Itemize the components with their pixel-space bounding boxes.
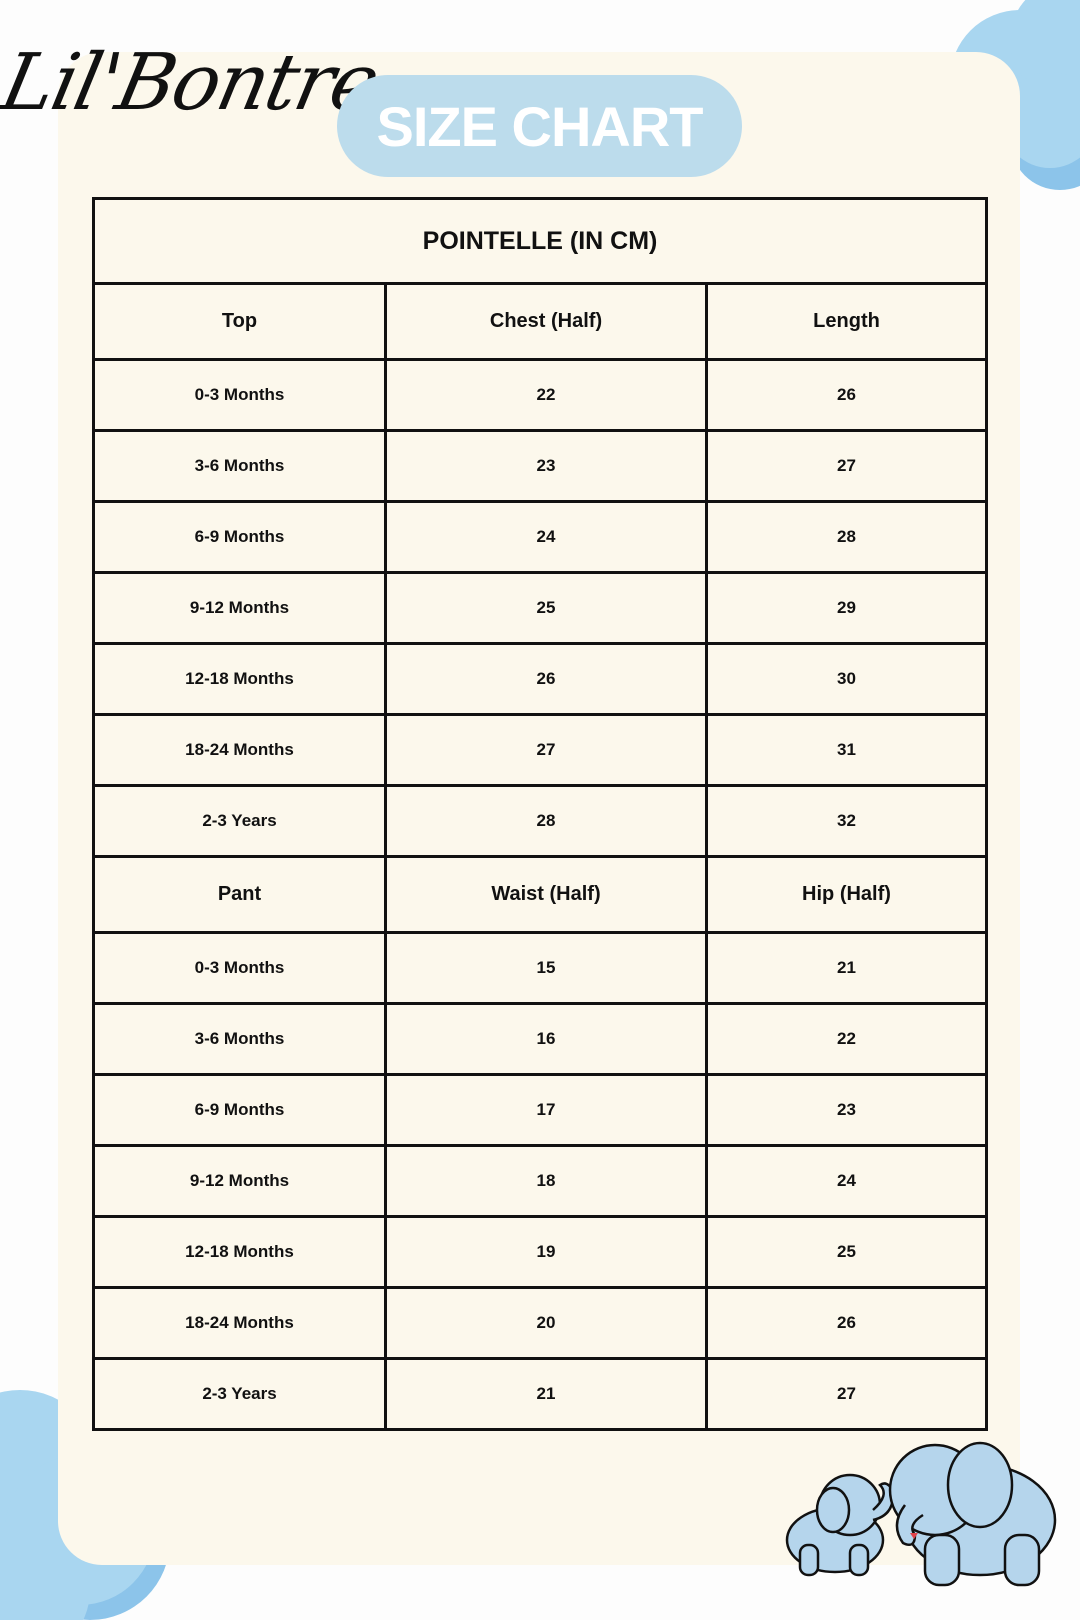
measurement-cell: 19 <box>384 1215 708 1289</box>
measurement-cell: 26 <box>705 358 988 432</box>
size-table: POINTELLE (IN CM) Top Chest (Half) Length 0… <box>92 197 988 1431</box>
column-header: Chest (Half) <box>384 282 708 361</box>
size-cell: 3-6 Months <box>92 429 387 503</box>
table-row: 2-3 Years 28 32 <box>92 784 988 858</box>
measurement-cell: 23 <box>705 1073 988 1147</box>
table-row: 2-3 Years 21 27 <box>92 1357 988 1431</box>
table-row: 9-12 Months 25 29 <box>92 571 988 645</box>
measurement-cell: 27 <box>705 429 988 503</box>
table-row: 9-12 Months 18 24 <box>92 1144 988 1218</box>
size-cell: 6-9 Months <box>92 500 387 574</box>
table-header-row: Top Chest (Half) Length <box>92 282 988 361</box>
size-cell: 2-3 Years <box>92 784 387 858</box>
size-cell: 12-18 Months <box>92 1215 387 1289</box>
measurement-cell: 21 <box>384 1357 708 1431</box>
measurement-cell: 27 <box>705 1357 988 1431</box>
measurement-cell: 32 <box>705 784 988 858</box>
column-header: Hip (Half) <box>705 855 988 934</box>
size-cell: 12-18 Months <box>92 642 387 716</box>
table-row: 3-6 Months 23 27 <box>92 429 988 503</box>
table-row: 0-3 Months 15 21 <box>92 931 988 1005</box>
measurement-cell: 29 <box>705 571 988 645</box>
measurement-cell: 20 <box>384 1286 708 1360</box>
measurement-cell: 31 <box>705 713 988 787</box>
measurement-cell: 21 <box>705 931 988 1005</box>
measurement-cell: 22 <box>384 358 708 432</box>
measurement-cell: 22 <box>705 1002 988 1076</box>
table-header-row: Pant Waist (Half) Hip (Half) <box>92 855 988 934</box>
measurement-cell: 17 <box>384 1073 708 1147</box>
measurement-cell: 27 <box>384 713 708 787</box>
size-cell: 9-12 Months <box>92 571 387 645</box>
measurement-cell: 18 <box>384 1144 708 1218</box>
size-cell: 2-3 Years <box>92 1357 387 1431</box>
size-cell: 18-24 Months <box>92 713 387 787</box>
table-row: 0-3 Months 22 26 <box>92 358 988 432</box>
column-header: Pant <box>92 855 387 934</box>
size-cell: 6-9 Months <box>92 1073 387 1147</box>
table-row: 18-24 Months 27 31 <box>92 713 988 787</box>
table-row: 6-9 Months 17 23 <box>92 1073 988 1147</box>
table-row: 3-6 Months 16 22 <box>92 1002 988 1076</box>
measurement-cell: 24 <box>384 500 708 574</box>
column-header: Top <box>92 282 387 361</box>
measurement-cell: 23 <box>384 429 708 503</box>
table-row: 6-9 Months 24 28 <box>92 500 988 574</box>
measurement-cell: 16 <box>384 1002 708 1076</box>
measurement-cell: 28 <box>384 784 708 858</box>
measurement-cell: 26 <box>705 1286 988 1360</box>
measurement-cell: 25 <box>705 1215 988 1289</box>
size-cell: 18-24 Months <box>92 1286 387 1360</box>
table-title: POINTELLE (IN CM) <box>92 197 988 285</box>
column-header: Waist (Half) <box>384 855 708 934</box>
size-cell: 3-6 Months <box>92 1002 387 1076</box>
brand-logo: Lil'Bontre <box>0 38 386 128</box>
measurement-cell: 26 <box>384 642 708 716</box>
size-cell: 0-3 Months <box>92 358 387 432</box>
measurement-cell: 28 <box>705 500 988 574</box>
table-row: 12-18 Months 26 30 <box>92 642 988 716</box>
table-row: 12-18 Months 19 25 <box>92 1215 988 1289</box>
column-header: Length <box>705 282 988 361</box>
measurement-cell: 30 <box>705 642 988 716</box>
measurement-cell: 24 <box>705 1144 988 1218</box>
elephants-illustration <box>785 1441 1057 1587</box>
table-row: 18-24 Months 20 26 <box>92 1286 988 1360</box>
size-cell: 9-12 Months <box>92 1144 387 1218</box>
size-cell: 0-3 Months <box>92 931 387 1005</box>
measurement-cell: 15 <box>384 931 708 1005</box>
size-chart-badge: SIZE CHART <box>337 75 742 177</box>
measurement-cell: 25 <box>384 571 708 645</box>
